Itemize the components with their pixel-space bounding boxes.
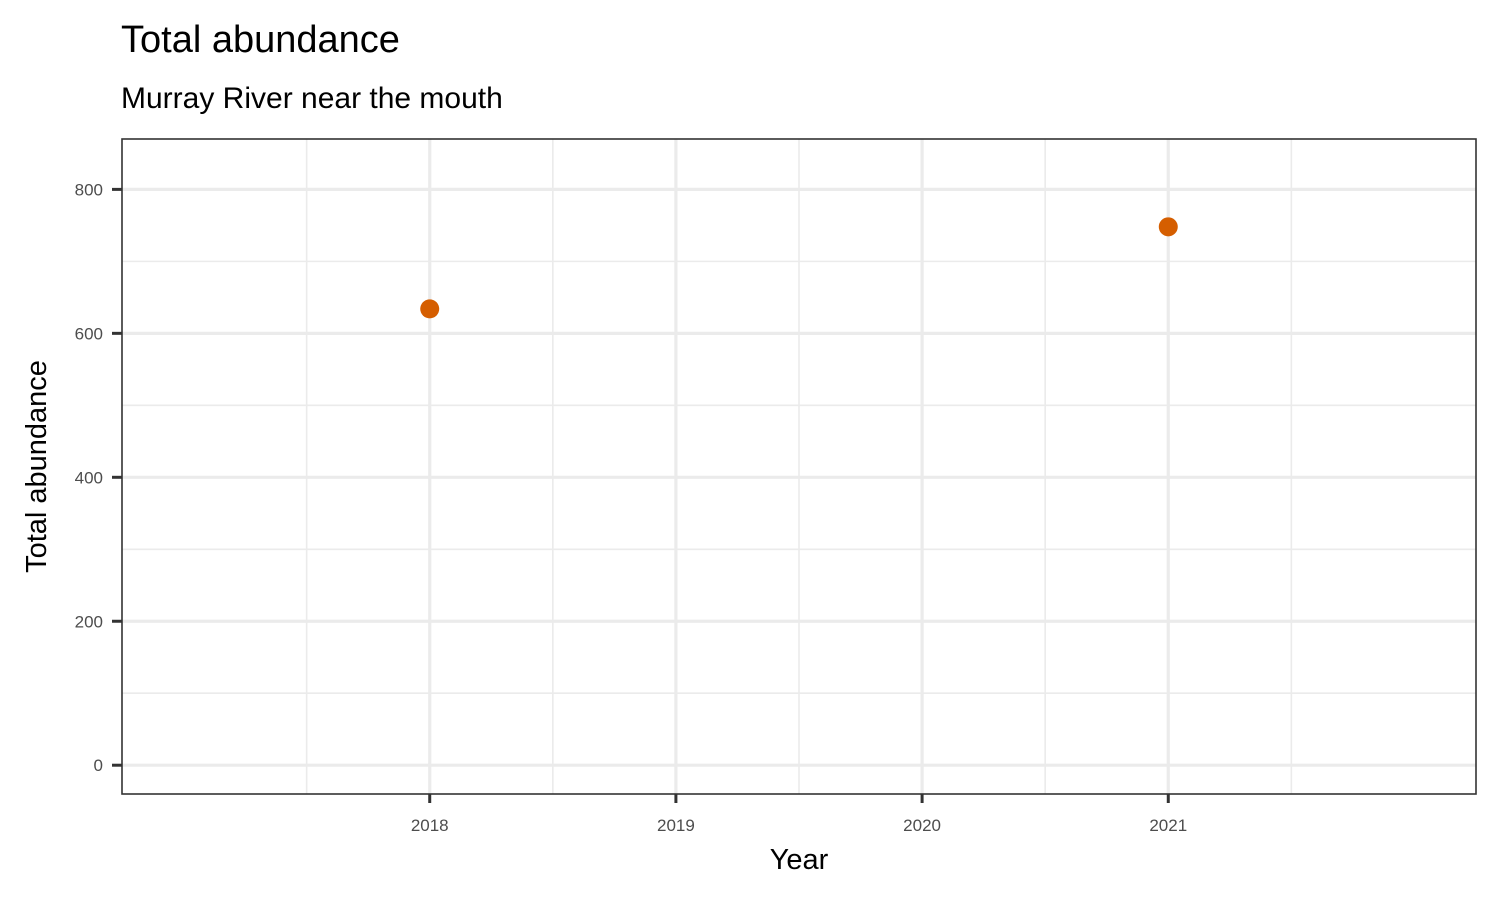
x-tick-label: 2018: [411, 816, 449, 835]
x-axis-title: Year: [770, 844, 829, 876]
data-point: [420, 299, 440, 319]
y-tick-label: 200: [75, 612, 103, 631]
y-tick-label: 400: [75, 468, 103, 487]
y-axis: 0 200 400 600 800: [75, 180, 122, 775]
x-tick-label: 2019: [657, 816, 695, 835]
plot-panel-border: [121, 138, 1477, 795]
data-points: [420, 217, 1178, 319]
chart-subtitle: Murray River near the mouth: [121, 82, 503, 115]
y-tick-label: 0: [94, 756, 103, 775]
x-tick-label: 2021: [1149, 816, 1187, 835]
chart-title: Total abundance: [121, 19, 400, 61]
major-gridlines: [122, 139, 1476, 794]
x-axis: 2018 2019 2020 2021: [411, 794, 1187, 835]
y-tick-label: 800: [75, 180, 103, 199]
y-tick-label: 600: [75, 324, 103, 343]
x-tick-label: 2020: [903, 816, 941, 835]
data-point: [1158, 217, 1178, 237]
y-axis-title: Total abundance: [21, 360, 53, 573]
minor-gridlines: [122, 139, 1476, 794]
